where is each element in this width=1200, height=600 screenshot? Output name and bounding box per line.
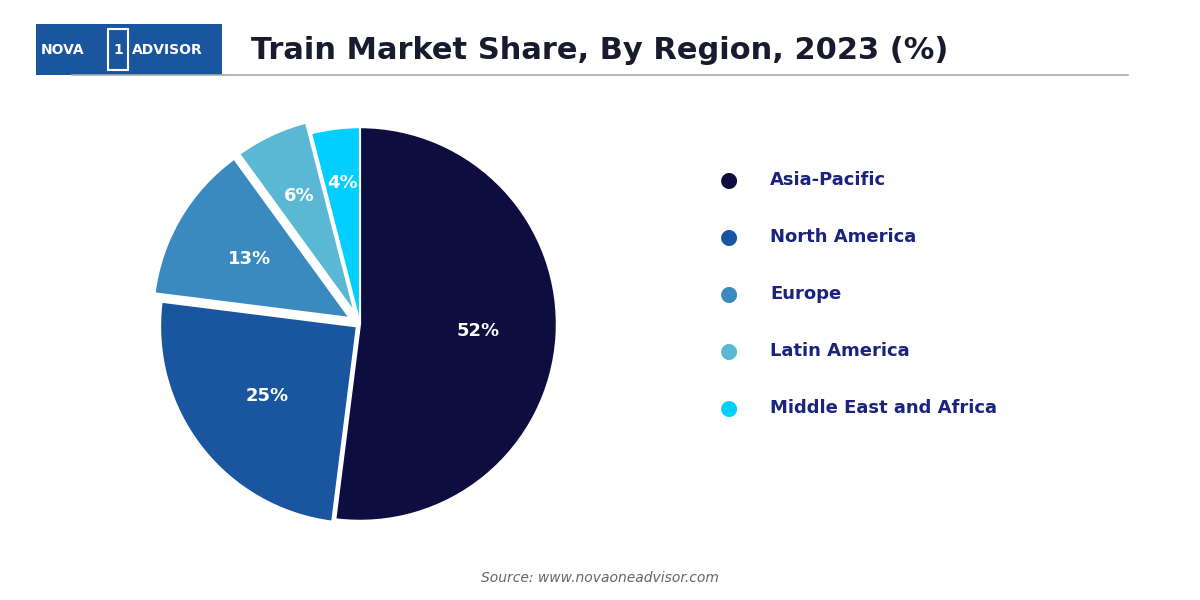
Text: 25%: 25% [245,388,288,406]
Text: ●: ● [720,398,738,418]
Wedge shape [160,302,356,521]
Wedge shape [311,127,360,324]
Text: Middle East and Africa: Middle East and Africa [770,399,997,417]
Text: 13%: 13% [228,250,271,268]
Text: 52%: 52% [456,322,499,340]
Text: ●: ● [720,170,738,190]
Text: Source: www.novaoneadvisor.com: Source: www.novaoneadvisor.com [481,571,719,585]
Text: 6%: 6% [284,187,314,205]
Text: North America: North America [770,228,917,246]
Text: ADVISOR: ADVISOR [132,43,203,56]
Text: NOVA: NOVA [41,43,84,56]
Text: ●: ● [720,227,738,247]
Text: Train Market Share, By Region, 2023 (%): Train Market Share, By Region, 2023 (%) [251,36,949,65]
Text: ●: ● [720,284,738,304]
Wedge shape [239,122,355,313]
Bar [108,29,128,70]
Text: Europe: Europe [770,285,841,303]
Wedge shape [335,127,557,521]
Text: ●: ● [720,341,738,361]
Text: 4%: 4% [326,175,358,193]
Text: Latin America: Latin America [770,342,910,360]
Wedge shape [155,159,350,318]
Text: 1: 1 [113,43,122,56]
Text: Asia-Pacific: Asia-Pacific [770,171,887,189]
